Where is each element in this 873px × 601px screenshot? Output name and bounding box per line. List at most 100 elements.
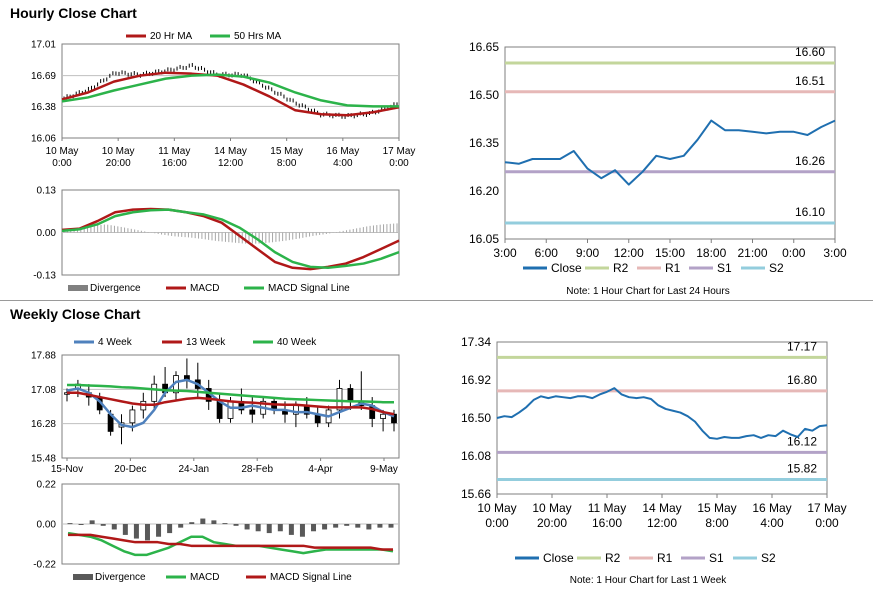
hourly-24h-legend-label: S2: [769, 261, 784, 275]
weekly-1w-ytick-label: 17.34: [461, 335, 491, 349]
weekly-1w-legend-label: Close: [543, 551, 574, 565]
weekly-macd-divergence-bar: [299, 524, 305, 537]
weekly-macd-divergence-bar: [78, 524, 84, 525]
weekly-price-candle-body: [336, 388, 343, 411]
weekly-section-title: Weekly Close Chart: [10, 306, 141, 322]
weekly-macd-divergence-bar: [111, 524, 117, 530]
weekly-1w-xtick-label: 16 May: [752, 501, 791, 515]
weekly-1w-level-label-r1: 16.80: [787, 373, 817, 387]
weekly-price-candle-body: [249, 409, 256, 415]
weekly-macd-ytick-label: -0.22: [33, 560, 56, 571]
hourly-price-xtick-label: 10 May: [102, 146, 135, 157]
weekly-1w-xtick-label: 10 May: [532, 501, 571, 515]
hourly-macd-ytick-label: -0.13: [33, 271, 56, 282]
weekly-macd-divergence-bar: [322, 524, 328, 530]
weekly-1w-level-label-r2: 17.17: [787, 339, 817, 353]
weekly-price-candle-body: [151, 383, 158, 402]
weekly-macd-divergence-bar: [266, 524, 272, 534]
weekly-macd-divergence-bar: [344, 524, 350, 526]
weekly-price-xtick-label: 15-Nov: [51, 464, 83, 475]
hourly-24h-legend-label: S1: [717, 261, 732, 275]
hourly-price-xtick-label: 12:00: [218, 158, 243, 169]
weekly-1w-ytick-label: 16.08: [461, 449, 491, 463]
hourly-24h-xtick-label: 9:00: [576, 246, 600, 260]
weekly-macd-divergence-bar: [189, 522, 195, 524]
hourly-price-xtick-label: 0:00: [389, 158, 409, 169]
weekly-macd-divergence-bar: [277, 524, 283, 532]
weekly-macd-divergence-bar: [288, 524, 294, 535]
hourly-24h-ytick-label: 16.20: [469, 184, 499, 198]
hourly-price-ytick-label: 16.69: [31, 71, 56, 82]
hourly-price-xtick-label: 11 May: [158, 146, 190, 157]
hourly-price-ytick-label: 16.38: [31, 102, 56, 113]
hourly-24h-xtick-label: 15:00: [655, 246, 685, 260]
weekly-1w-legend-label: R1: [657, 551, 673, 565]
weekly-price-candle-body: [129, 409, 136, 424]
weekly-macd-divergence-bar: [333, 524, 339, 528]
hourly-price-series-50-hrs-ma: [61, 73, 399, 108]
hourly-price-xtick-label: 16 May: [326, 146, 359, 157]
hourly-price-legend-label: 20 Hr MA: [150, 31, 193, 42]
hourly-section-title: Hourly Close Chart: [10, 5, 137, 21]
weekly-macd-divergence-bar: [388, 524, 394, 528]
hourly-price-ytick-label: 16.06: [31, 134, 56, 145]
hourly-24h-ytick-label: 16.05: [469, 232, 499, 246]
weekly-macd-divergence-bar: [311, 524, 317, 532]
hourly-price-xtick-label: 20:00: [106, 158, 131, 169]
hourly-24h-series-close: [504, 119, 836, 186]
hourly-price-legend-label: 50 Hrs MA: [234, 31, 282, 42]
section-divider: [0, 300, 873, 301]
weekly-1w-xtick-label: 16:00: [592, 516, 622, 530]
hourly-24h-xtick-label: 21:00: [737, 246, 767, 260]
hourly-24h-ytick-label: 16.50: [469, 88, 499, 102]
weekly-macd-divergence-bar: [366, 524, 372, 530]
weekly-macd-divergence-bar: [178, 524, 184, 528]
hourly-24h-level-label-s2: 16.10: [795, 205, 825, 219]
weekly-price-legend-label: 13 Week: [186, 337, 226, 348]
weekly-price-legend-label: 40 Week: [277, 337, 317, 348]
weekly-1w-legend-label: R2: [605, 551, 621, 565]
weekly-1w-legend-label: S1: [709, 551, 724, 565]
weekly-macd-divergence-bar: [255, 524, 261, 532]
hourly-macd-series-macd-signal-line: [61, 208, 400, 270]
weekly-price-xtick-label: 24-Jan: [179, 464, 210, 475]
weekly-macd-divergence-bar: [167, 524, 173, 534]
weekly-price-ytick-label: 15.48: [31, 454, 56, 465]
hourly-macd-series-macd: [61, 207, 400, 271]
weekly-price-legend-label: 4 Week: [98, 337, 133, 348]
weekly-1w-legend-label: S2: [761, 551, 776, 565]
hourly-price-ytick-label: 17.01: [31, 40, 56, 51]
weekly-macd-legend-label: Divergence: [95, 572, 146, 583]
weekly-macd-divergence-bar: [244, 524, 250, 530]
weekly-1w-xtick-label: 11 May: [588, 501, 626, 515]
hourly-24h-legend-label: R2: [613, 261, 629, 275]
weekly-macd-divergence-bar: [211, 520, 217, 524]
weekly-price-candle-body: [380, 413, 387, 419]
hourly-price-xtick-label: 10 May: [46, 146, 79, 157]
weekly-1w-note: Note: 1 Hour Chart for Last 1 Week: [570, 575, 728, 586]
hourly-macd-legend-label: MACD: [190, 283, 219, 294]
weekly-1w-xtick-label: 8:00: [705, 516, 729, 530]
hourly-24h-xtick-label: 3:00: [823, 246, 847, 260]
weekly-1w-xtick-label: 0:00: [815, 516, 839, 530]
weekly-price-series-40-week: [67, 383, 394, 404]
weekly-1w-ytick-label: 16.50: [461, 411, 491, 425]
weekly-1w-xtick-label: 0:00: [485, 516, 509, 530]
weekly-price-series-4-week: [66, 378, 395, 429]
weekly-macd-divergence-bar: [144, 524, 150, 541]
weekly-1w-series-close: [496, 387, 828, 440]
weekly-1w-xtick-label: 20:00: [537, 516, 567, 530]
weekly-macd-series-macd-signal-line: [68, 533, 393, 551]
hourly-price-xtick-label: 15 May: [270, 146, 303, 157]
hourly-24h-level-label-r1: 16.51: [795, 74, 825, 88]
weekly-price-frame: [61, 354, 400, 459]
weekly-price-ytick-label: 16.28: [31, 419, 56, 430]
weekly-1w-ytick-label: 16.92: [461, 373, 491, 387]
weekly-price-xtick-label: 20-Dec: [114, 464, 146, 475]
hourly-24h-xtick-label: 6:00: [535, 246, 559, 260]
hourly-24h-xtick-label: 12:00: [614, 246, 644, 260]
